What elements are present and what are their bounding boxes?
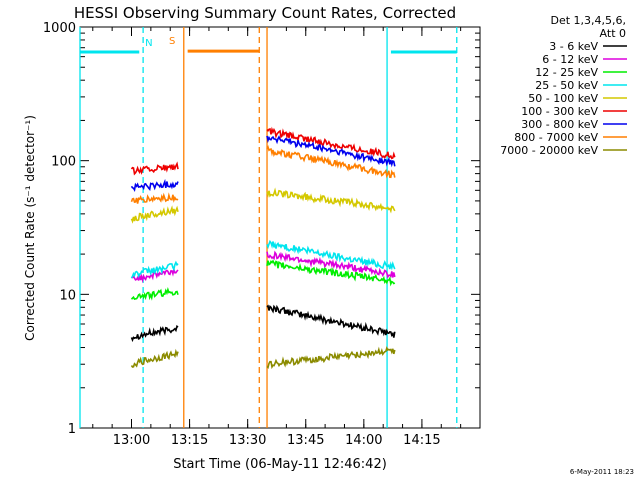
legend-entry-label: 7000 - 20000 keV xyxy=(500,144,598,157)
legend-entry-label: 300 - 800 keV xyxy=(521,118,598,131)
legend-entry-label: 100 - 300 keV xyxy=(521,105,598,118)
series-line xyxy=(130,161,179,176)
series-line xyxy=(130,324,179,343)
x-tick-label: 14:15 xyxy=(403,433,440,448)
series-line xyxy=(266,187,396,214)
series-line xyxy=(130,178,179,192)
flag-label: N xyxy=(145,38,152,49)
plot-frame xyxy=(79,26,481,429)
y-axis-label: Corrected Count Rate (s⁻¹ detector⁻¹) xyxy=(23,115,37,341)
series-line xyxy=(266,126,396,160)
y-tick-label: 1000 xyxy=(43,21,76,36)
footer-timestamp: 6-May-2011 18:23 xyxy=(570,468,634,476)
y-tick-label: 10 xyxy=(59,288,76,303)
legend-entry-label: 800 - 7000 keV xyxy=(514,131,598,144)
x-tick-label: 13:30 xyxy=(229,433,266,448)
series-line xyxy=(266,259,396,287)
plot-area: 1 10 100 1000 13:00 13:15 13:30 13:45 14:00 14:15… xyxy=(43,21,481,448)
series-line xyxy=(130,348,179,368)
series-line xyxy=(266,239,396,271)
y-tick-label: 1 xyxy=(68,422,76,437)
legend-entry-label: 25 - 50 keV xyxy=(535,79,598,92)
series-line xyxy=(266,346,396,370)
x-tick-label: 13:45 xyxy=(287,433,324,448)
series-line xyxy=(130,205,179,224)
legend-entry-label: 50 - 100 keV xyxy=(528,92,598,105)
legend-header-line-1: Det 1,3,4,5,6, xyxy=(550,14,626,27)
series-line xyxy=(266,145,396,179)
series-line xyxy=(130,260,179,279)
series-line xyxy=(130,286,179,301)
series-line xyxy=(266,135,396,168)
legend-entry-label: 6 - 12 keV xyxy=(542,53,598,66)
series-line xyxy=(130,192,179,204)
x-tick-label: 14:00 xyxy=(345,433,382,448)
legend-header-line-2: Att 0 xyxy=(600,27,626,40)
series-line xyxy=(266,250,396,279)
x-tick-label: 13:15 xyxy=(171,433,208,448)
chart-title: HESSI Observing Summary Count Rates, Cor… xyxy=(74,4,456,22)
y-tick-label: 100 xyxy=(51,155,76,170)
x-tick-label: 13:00 xyxy=(113,433,150,448)
x-axis-label: Start Time (06-May-11 12:46:42) xyxy=(173,457,387,472)
series-line xyxy=(266,304,396,338)
legend-entry-label: 12 - 25 keV xyxy=(535,66,598,79)
legend-entry-label: 3 - 6 keV xyxy=(549,40,598,53)
flag-label: S xyxy=(169,36,175,47)
